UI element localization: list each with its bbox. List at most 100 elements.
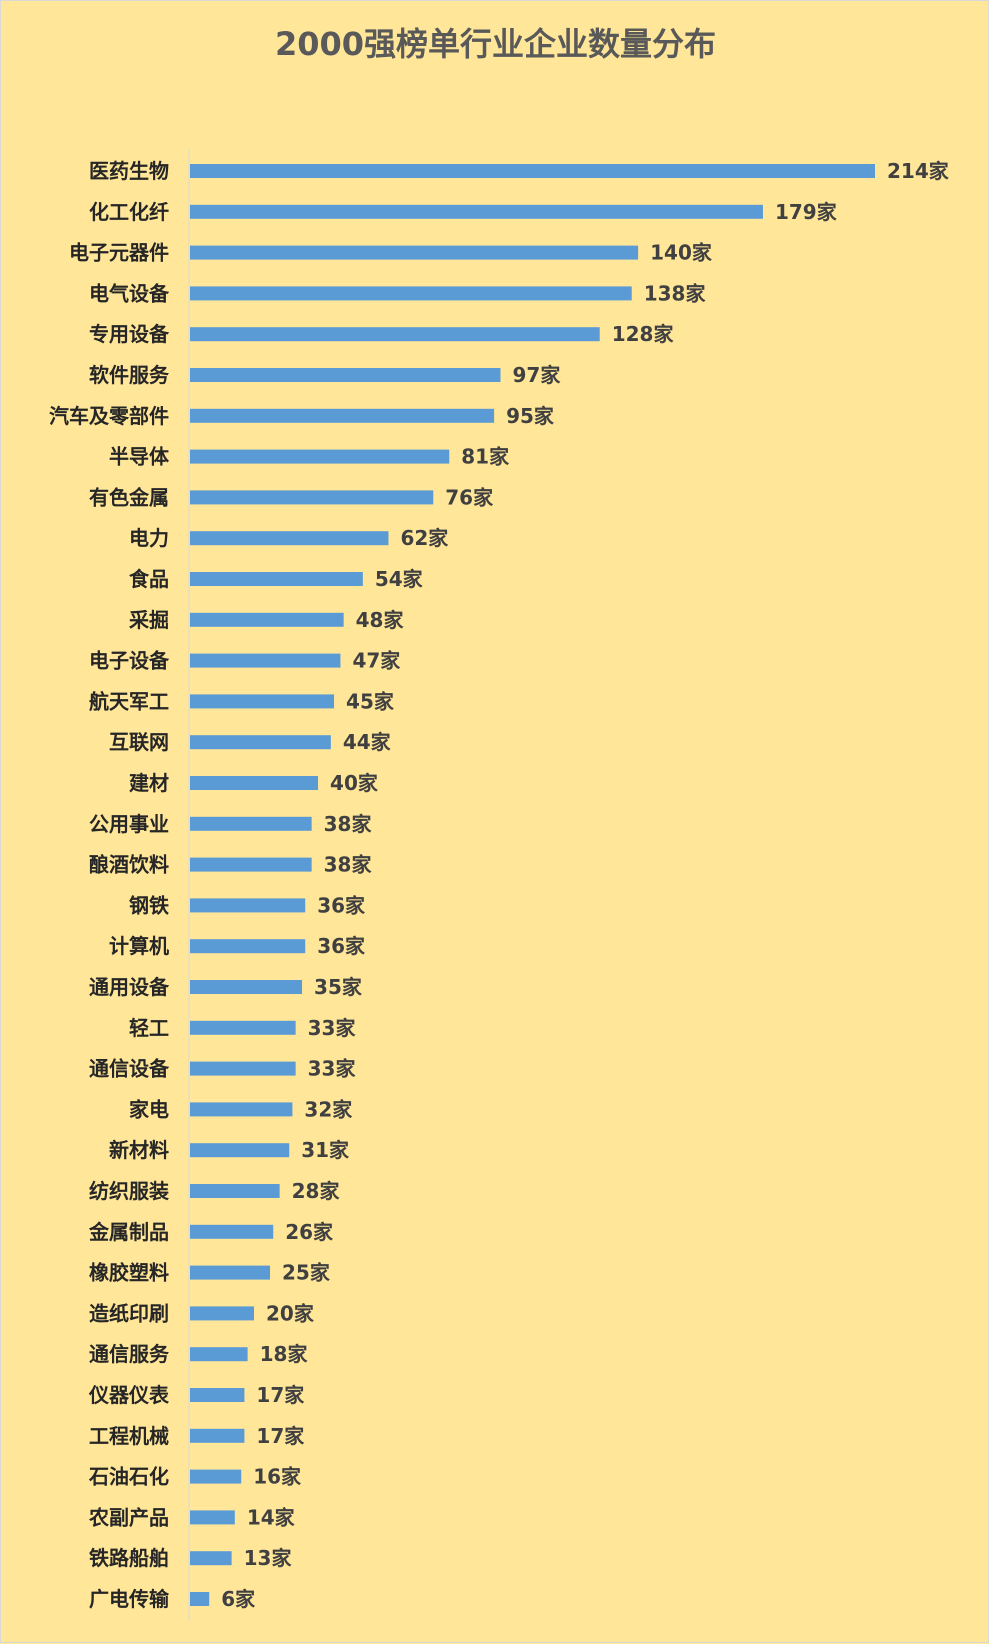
data-label: 28家 [292,1179,341,1203]
data-label: 35家 [314,975,363,999]
bar [190,1102,293,1117]
bar [190,1224,274,1239]
category-label: 造纸印刷 [89,1301,169,1325]
bar [190,1306,255,1321]
data-label: 47家 [352,649,401,673]
data-label: 62家 [400,526,449,550]
category-label: 电子元器件 [69,241,169,265]
data-label: 214家 [887,159,950,183]
bar [190,449,450,464]
bar [190,1592,210,1606]
bar [190,1265,271,1280]
category-label: 航天军工 [89,689,169,713]
category-label: 新材料 [109,1138,169,1162]
data-label: 33家 [308,1016,357,1040]
category-label: 家电 [129,1097,169,1121]
data-label: 17家 [256,1424,305,1448]
data-label: 76家 [445,485,494,509]
bar [190,1388,245,1402]
category-label: 工程机械 [89,1424,169,1448]
bar [190,980,303,994]
bar [190,816,312,831]
data-label: 54家 [375,567,424,591]
bar [190,1061,296,1076]
bar [190,612,344,627]
data-label: 18家 [260,1342,309,1366]
category-label: 通信服务 [89,1342,170,1366]
data-label: 179家 [775,200,838,224]
data-label: 25家 [282,1261,331,1285]
bar [190,490,434,505]
bar [190,1469,242,1484]
bar [190,531,389,546]
bar [190,653,341,668]
category-label: 通用设备 [89,975,170,999]
category-label: 仪器仪表 [88,1383,170,1407]
bar [190,776,319,790]
category-label: 广电传输 [89,1587,170,1611]
data-label: 138家 [644,281,707,305]
data-label: 20家 [266,1301,315,1325]
chart-title: 2000强榜单行业企业数量分布 [274,25,717,63]
category-label: 有色金属 [89,485,169,509]
category-label: 石油石化 [88,1465,169,1489]
data-label: 38家 [324,853,373,877]
data-label: 36家 [317,893,366,917]
category-label: 纺织服装 [89,1179,169,1203]
bar [190,204,763,219]
bar [190,572,363,586]
bar [190,1143,290,1158]
data-label: 36家 [317,934,366,958]
category-label: 汽车及零部件 [49,404,169,428]
category-label: 公用事业 [89,812,169,836]
bar [190,1347,248,1362]
data-label: 48家 [356,608,405,632]
bar [190,857,312,872]
category-label: 软件服务 [89,363,170,387]
bar [190,286,632,301]
bar [190,1428,245,1443]
data-label: 128家 [612,322,675,346]
category-label: 医药生物 [89,159,169,183]
category-label: 铁路船舶 [89,1546,169,1570]
category-label: 农副产品 [88,1505,169,1529]
bar [190,1020,296,1035]
category-label: 金属制品 [88,1220,169,1244]
category-label: 半导体 [109,445,170,469]
data-label: 44家 [343,730,392,754]
bar [190,245,639,260]
category-label: 橡胶塑料 [89,1261,169,1285]
category-label: 钢铁 [129,893,169,917]
category-label: 化工化纤 [89,200,169,224]
category-label: 互联网 [109,730,169,754]
bar [190,694,335,709]
data-label: 17家 [256,1383,305,1407]
bar [190,1184,280,1198]
data-label: 95家 [506,404,555,428]
bar [190,408,495,423]
data-label: 33家 [308,1057,357,1081]
data-label: 38家 [324,812,373,836]
category-label: 专用设备 [89,322,170,346]
bar [190,898,306,913]
bar [190,368,501,382]
data-label: 81家 [461,445,510,469]
data-label: 32家 [304,1097,353,1121]
bar [190,327,600,342]
category-label: 计算机 [109,934,169,958]
data-label: 16家 [253,1465,302,1489]
category-label: 食品 [129,567,169,591]
data-label: 45家 [346,689,395,713]
category-label: 电子设备 [89,649,170,673]
category-label: 建材 [129,771,169,795]
data-label: 13家 [244,1546,293,1570]
category-label: 采掘 [129,608,169,632]
data-label: 31家 [301,1138,350,1162]
data-label: 140家 [650,241,713,265]
bar [190,1551,232,1566]
data-label: 6家 [221,1587,256,1611]
data-label: 26家 [285,1220,334,1244]
category-label: 轻工 [129,1016,169,1040]
